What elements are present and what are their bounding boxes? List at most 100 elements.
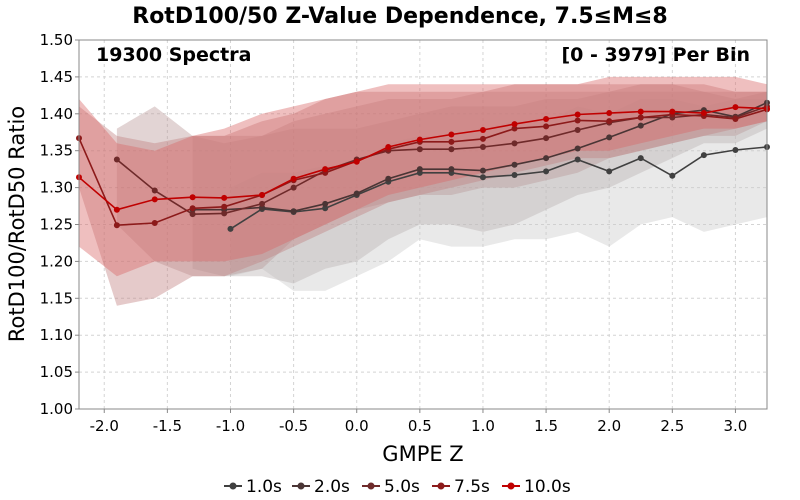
plot-area: [76, 39, 770, 410]
data-point: [448, 138, 455, 145]
data-point: [574, 111, 581, 118]
legend-swatch-marker: [367, 482, 375, 490]
data-point: [353, 190, 360, 197]
data-point: [322, 166, 329, 173]
data-point: [290, 208, 297, 215]
data-point: [511, 140, 518, 147]
per-bin-annotation: [0 - 3979] Per Bin: [561, 44, 750, 66]
y-tick-label: 1.35: [40, 142, 73, 160]
data-point: [416, 136, 423, 143]
data-point: [479, 174, 486, 181]
data-point: [606, 118, 613, 125]
legend-label: 5.0s: [384, 477, 420, 497]
x-axis-label: GMPE Z: [382, 442, 463, 466]
y-tick-label: 1.30: [40, 179, 73, 197]
legend-swatch-marker: [229, 482, 237, 490]
data-point: [543, 115, 550, 122]
data-point: [511, 161, 518, 168]
confidence-band: [192, 91, 768, 284]
y-tick-label: 1.05: [40, 363, 73, 381]
data-point: [606, 134, 613, 141]
x-tick-label: -1.5: [153, 417, 182, 435]
legend-label: 2.0s: [314, 477, 350, 497]
legend-swatch-marker: [297, 482, 305, 490]
data-point: [290, 184, 297, 191]
y-tick-label: 1.45: [40, 68, 73, 86]
legend-label: 1.0s: [246, 477, 282, 497]
x-tick-label: 3.0: [724, 417, 748, 435]
data-point: [543, 123, 550, 130]
line-layer: [76, 99, 770, 232]
x-tick-label: -0.5: [279, 417, 308, 435]
confidence-band: [116, 84, 767, 277]
y-axis-ticks: 1.00 1.05 1.10 1.15 1.20 1.25 1.30 1.35 1.40 1.45…: [40, 31, 79, 418]
data-point: [574, 127, 581, 134]
data-point: [189, 211, 196, 218]
x-tick-label: -1.0: [216, 417, 245, 435]
spectra-count-annotation: 19300 Spectra: [96, 44, 251, 66]
data-point: [543, 168, 550, 175]
data-point: [322, 200, 329, 207]
data-point: [606, 110, 613, 117]
series-line: [78, 106, 768, 211]
data-point: [448, 131, 455, 138]
legend-label: 10.0s: [524, 477, 571, 497]
data-point: [574, 156, 581, 163]
data-point: [479, 135, 486, 142]
series-line: [78, 108, 768, 227]
data-point: [732, 146, 739, 153]
x-axis-ticks: -2.0 -1.5 -1.0 -0.5 0.0 0.5 1.0 1.5 2.0 2.5 3.0: [90, 409, 748, 435]
legend-label: 7.5s: [454, 477, 490, 497]
data-point: [700, 110, 707, 117]
data-point: [353, 158, 360, 165]
data-point: [574, 117, 581, 124]
data-point: [151, 196, 158, 203]
y-tick-label: 1.10: [40, 326, 73, 344]
data-point: [479, 167, 486, 174]
data-point: [637, 122, 644, 129]
data-point: [227, 225, 234, 232]
data-point: [416, 166, 423, 173]
y-tick-label: 1.40: [40, 105, 73, 123]
x-tick-label: 0.0: [345, 417, 369, 435]
x-tick-label: 2.0: [597, 417, 621, 435]
data-point: [637, 114, 644, 121]
data-point: [290, 175, 297, 182]
data-point: [637, 155, 644, 162]
chart-title: RotD100/50 Z-Value Dependence, 7.5≤M≤8: [132, 4, 667, 29]
data-point: [189, 194, 196, 201]
data-point: [511, 172, 518, 179]
data-point: [511, 125, 518, 132]
data-point: [221, 203, 228, 210]
series-line: [230, 146, 768, 230]
data-point: [322, 205, 329, 212]
data-point: [448, 166, 455, 173]
data-point: [113, 222, 120, 229]
y-tick-label: 1.20: [40, 252, 73, 270]
data-point: [511, 121, 518, 128]
data-point: [221, 210, 228, 217]
data-point: [637, 108, 644, 115]
data-point: [732, 104, 739, 111]
confidence-band: [230, 99, 767, 291]
y-tick-label: 1.50: [40, 31, 73, 49]
data-point: [113, 206, 120, 213]
data-point: [221, 194, 228, 201]
x-tick-label: 1.0: [471, 417, 495, 435]
data-point: [669, 108, 676, 115]
data-point: [259, 191, 266, 198]
data-point: [543, 155, 550, 162]
data-point: [259, 200, 266, 207]
legend-swatch-marker: [437, 482, 445, 490]
data-point: [151, 220, 158, 227]
data-point: [189, 205, 196, 212]
data-point: [151, 187, 158, 194]
legend-swatch-marker: [507, 482, 515, 490]
data-point: [606, 168, 613, 175]
data-point: [385, 144, 392, 151]
x-tick-label: 0.5: [408, 417, 432, 435]
legend: 1.0s 2.0s 5.0s 7.5s 10.0s: [224, 477, 571, 497]
data-point: [700, 152, 707, 159]
y-tick-label: 1.15: [40, 289, 73, 307]
